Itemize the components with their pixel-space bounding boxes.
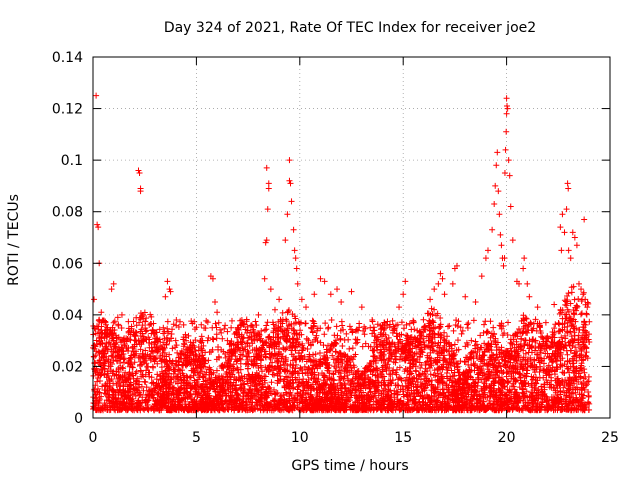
data-point: [585, 300, 592, 307]
data-point: [516, 384, 523, 391]
data-point: [266, 384, 273, 391]
data-point: [399, 388, 406, 395]
data-point: [248, 358, 255, 365]
data-point: [284, 362, 291, 369]
data-point: [568, 289, 575, 296]
data-point: [235, 369, 242, 376]
data-point: [420, 316, 427, 323]
data-point: [567, 300, 574, 307]
data-point: [569, 343, 576, 350]
data-point: [302, 369, 309, 376]
data-point: [428, 305, 435, 312]
data-point: [580, 289, 587, 296]
data-point: [394, 391, 401, 398]
data-point: [150, 379, 157, 386]
data-point: [144, 363, 151, 370]
data-point: [246, 343, 253, 350]
data-point: [473, 341, 480, 348]
data-point: [206, 376, 213, 383]
data-point: [158, 364, 165, 371]
data-point: [287, 361, 294, 368]
data-point: [268, 379, 275, 386]
data-point: [434, 366, 441, 373]
data-point: [562, 301, 569, 308]
data-point: [336, 367, 343, 374]
data-point: [561, 311, 568, 318]
data-point: [556, 310, 563, 317]
data-point: [110, 380, 117, 387]
data-point: [243, 353, 250, 360]
data-point: [569, 360, 576, 367]
data-point: [187, 339, 194, 346]
data-point: [150, 364, 157, 371]
data-point: [222, 354, 229, 361]
data-point: [140, 387, 147, 394]
data-points: [90, 92, 593, 414]
data-point: [461, 359, 468, 366]
data-point: [142, 347, 149, 354]
data-point: [569, 355, 576, 362]
data-point: [563, 311, 570, 318]
data-point: [572, 344, 579, 351]
data-point: [570, 283, 577, 290]
data-point: [108, 352, 115, 359]
data-point: [560, 384, 567, 391]
data-point: [411, 343, 418, 350]
data-point: [487, 393, 494, 400]
data-point: [566, 314, 573, 321]
data-point: [407, 360, 414, 367]
data-point: [568, 390, 575, 397]
data-point: [142, 328, 149, 335]
data-point: [575, 296, 582, 303]
data-point: [242, 343, 249, 350]
data-point: [443, 333, 450, 340]
data-point: [344, 372, 351, 379]
data-point: [297, 327, 304, 334]
data-point: [289, 364, 296, 371]
data-point: [361, 370, 368, 377]
data-point: [259, 368, 266, 375]
data-point: [389, 317, 396, 324]
data-point: [409, 345, 416, 352]
